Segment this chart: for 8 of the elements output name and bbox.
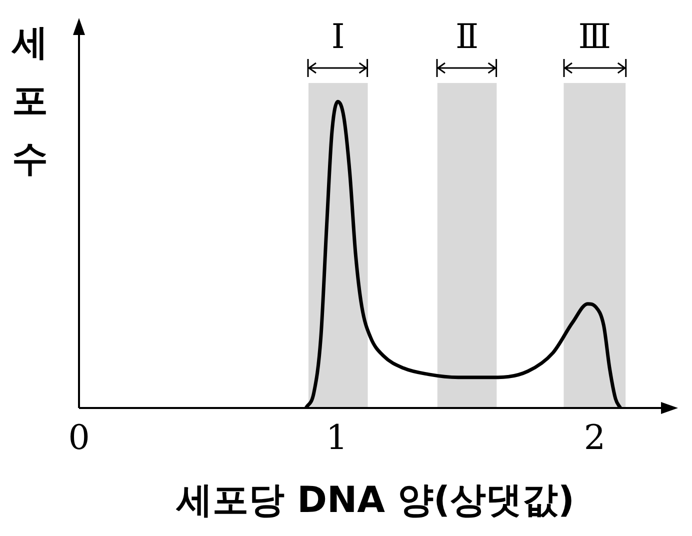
y-axis-title: 세포 수 [11,22,48,180]
x-tick-label: 0 [68,418,90,458]
x-axis-title: 세포당 DNA 양(상댓값) [176,480,574,521]
band-label: Ⅰ [331,16,345,57]
x-tick-label: 1 [326,418,348,458]
x-tick-label: 2 [584,418,606,458]
band-label: Ⅱ [455,16,479,57]
band-label: Ⅲ [578,16,612,57]
